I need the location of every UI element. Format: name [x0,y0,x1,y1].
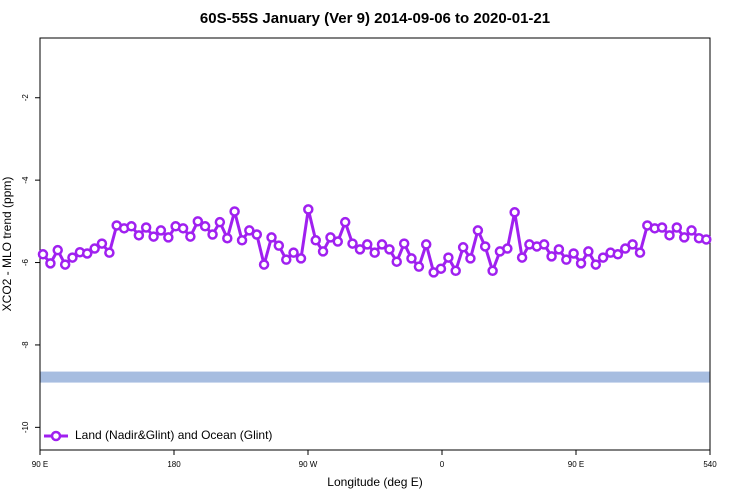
point [509,207,520,218]
point [310,235,321,246]
point [339,216,351,228]
x-tick-label: 540 [703,460,717,469]
x-tick-label: 90 E [32,460,48,469]
point [369,247,380,258]
point [597,252,609,263]
point [701,234,712,245]
point [325,232,336,243]
point [671,222,683,233]
point [89,243,100,254]
point [59,259,71,270]
point [258,259,270,270]
point [450,265,461,277]
point [214,216,226,228]
point [384,244,395,255]
point [634,247,646,258]
series-line [41,207,707,274]
point [502,243,513,254]
point [516,252,528,263]
point [465,253,476,264]
point [229,206,240,217]
point [236,235,248,246]
point [678,232,690,243]
point [273,240,285,251]
point [686,225,697,236]
point [406,253,417,264]
plot-frame [39,37,711,451]
point [413,261,425,272]
point [398,238,410,249]
point [295,253,307,264]
point [52,244,63,256]
point [487,265,498,277]
point [81,248,93,259]
point [620,243,631,254]
point [177,223,189,234]
point [251,229,263,240]
point [627,239,638,250]
chart-title: 60S-55S January (Ver 9) 2014-09-06 to 20… [200,10,550,27]
point [443,252,454,263]
point [163,232,174,243]
point [207,229,218,240]
point [140,222,152,233]
x-tick-label: 90 E [568,460,584,469]
point [561,254,572,265]
y-axis-label: XCO2 - MLO trend (ppm) [0,177,14,312]
point [472,225,484,236]
point [362,239,373,250]
point [96,238,108,249]
point [192,216,204,227]
point [457,242,469,253]
point [155,225,167,236]
point [656,222,668,233]
point [435,263,447,274]
point [538,239,550,250]
point [420,239,432,250]
legend-label: Land (Nadir&Glint) and Ocean (Glint) [75,428,272,442]
point [185,231,196,242]
point [391,256,402,267]
point [568,248,579,259]
point [303,204,314,215]
point [281,254,292,265]
point [376,239,388,250]
point [222,232,233,244]
point [347,238,358,249]
band [40,371,710,383]
point [546,251,557,262]
point [612,249,624,260]
point [45,258,56,269]
x-axis-label: Longitude (deg E) [327,475,422,489]
x-tick-label: 90 W [299,460,318,469]
point [354,244,366,255]
point [244,225,255,236]
point [575,258,587,269]
point [479,241,491,252]
point [67,252,78,263]
point [590,259,602,270]
point [317,246,329,257]
point [332,236,344,247]
point [133,230,145,241]
y-tick-label: -6 [21,258,30,266]
point [199,221,211,232]
point [266,232,277,243]
point [288,247,299,258]
point [37,249,49,260]
point [583,246,594,257]
point [126,221,137,232]
y-tick-label: -2 [21,94,30,102]
point [664,230,675,241]
point [148,231,159,242]
legend-marker [50,430,62,442]
point [104,247,115,258]
y-tick-label: -10 [21,421,30,433]
x-tick-label: 0 [440,460,445,469]
point [553,244,565,255]
y-tick-label: -8 [21,341,30,349]
y-tick-label: -4 [21,176,30,184]
x-tick-label: 180 [167,460,181,469]
